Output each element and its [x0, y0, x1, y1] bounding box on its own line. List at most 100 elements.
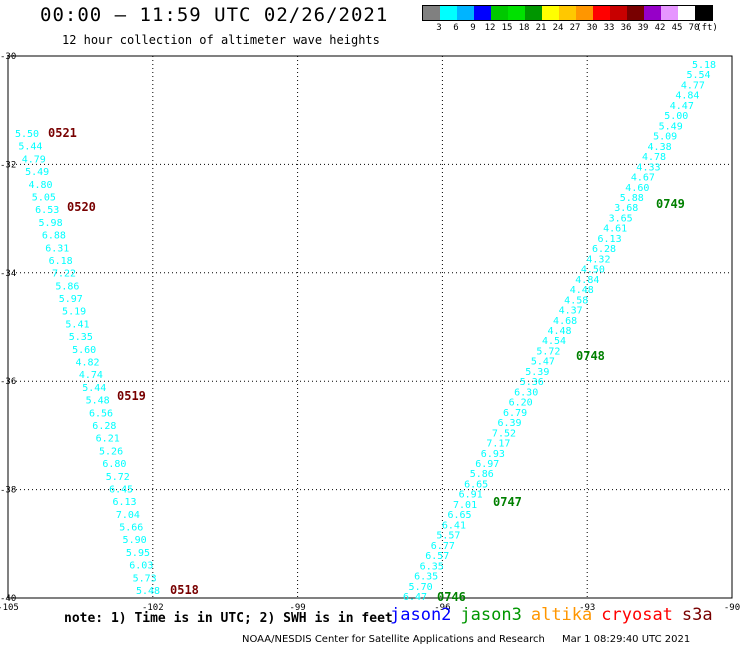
swh-value: 5.86 — [55, 281, 79, 292]
swh-value: 5.26 — [99, 446, 123, 457]
legend-swatch — [559, 6, 576, 20]
swh-value: 6.65 — [464, 479, 488, 490]
swh-value: 6.41 — [442, 520, 466, 531]
pass-time-label: 0520 — [67, 200, 96, 214]
lat-tick-label: -36 — [0, 377, 16, 387]
swh-value: 5.54 — [686, 70, 710, 81]
swh-value: 6.65 — [447, 510, 471, 521]
swh-value: 4.78 — [642, 152, 666, 163]
swh-value: 5.09 — [653, 132, 677, 143]
legend-label: 45 — [671, 23, 683, 33]
legend-swatch — [695, 6, 712, 20]
legend-swatch — [457, 6, 474, 20]
satellite-jason3: jason3 — [460, 605, 522, 625]
swh-value: 5.50 — [15, 129, 39, 140]
legend-label: 12 — [484, 23, 496, 33]
satellite-s3a: s3a — [681, 605, 713, 625]
swh-value: 4.68 — [553, 316, 577, 327]
swh-value: 5.72 — [106, 472, 130, 483]
legend-swatch — [627, 6, 644, 20]
satellite-jason2: jason2 — [390, 605, 452, 625]
swh-value: 5.86 — [470, 469, 494, 480]
legend-label: 9 — [470, 23, 476, 33]
pass-time-label: 0521 — [48, 126, 77, 140]
legend-swatches — [422, 5, 713, 21]
swh-value: 4.80 — [28, 180, 52, 191]
pass-time-label: 0748 — [576, 349, 605, 363]
lon-tick-label: -90 — [724, 603, 740, 613]
swh-value: 6.79 — [503, 408, 527, 419]
swh-value: 6.03 — [129, 561, 153, 572]
legend-swatch — [644, 6, 661, 20]
legend-label: 21 — [535, 23, 547, 33]
swh-value: 4.82 — [76, 358, 100, 369]
legend-label: 30 — [586, 23, 598, 33]
swh-value: 5.05 — [32, 192, 56, 203]
swh-value: 6.20 — [509, 398, 533, 409]
swh-value: 4.60 — [625, 183, 649, 194]
swh-value: 6.35 — [420, 561, 444, 572]
legend-swatch — [423, 6, 440, 20]
pass-time-label: 0519 — [117, 389, 146, 403]
legend-label: 6 — [453, 23, 459, 33]
legend-label: 42 — [654, 23, 666, 33]
lat-tick-label: -30 — [0, 52, 16, 62]
map-grid — [8, 56, 732, 598]
swh-value: 4.37 — [559, 306, 583, 317]
swh-value: 6.57 — [425, 551, 449, 562]
lat-tick-label: -34 — [0, 269, 16, 279]
footer-source: NOAA/NESDIS Center for Satellite Applica… — [242, 634, 545, 645]
swh-value: 5.41 — [65, 319, 89, 330]
legend-label: 39 — [637, 23, 649, 33]
lon-tick-label: -96 — [434, 603, 450, 613]
swh-value: 5.98 — [39, 218, 63, 229]
swh-value: 3.65 — [609, 213, 633, 224]
note-text: note: 1) Time is in UTC; 2) SWH is in fe… — [64, 611, 393, 626]
lon-tick-label: -93 — [579, 603, 595, 613]
swh-value: 6.47 — [403, 592, 427, 603]
swh-value: 6.45 — [109, 484, 133, 495]
swh-value: 4.61 — [603, 224, 627, 235]
legend-swatch — [542, 6, 559, 20]
swh-value: 5.90 — [123, 535, 147, 546]
swh-value: 4.84 — [675, 91, 699, 102]
swh-value: 4.58 — [564, 295, 588, 306]
legend-label: 18 — [518, 23, 530, 33]
swh-value: 6.80 — [102, 459, 126, 470]
swh-value: 5.36 — [520, 377, 544, 388]
legend-swatch — [661, 6, 678, 20]
footer-timestamp: Mar 1 08:29:40 UTC 2021 — [562, 634, 691, 645]
swh-value: 6.93 — [481, 449, 505, 460]
swh-value: 6.13 — [598, 234, 622, 245]
legend-swatch — [508, 6, 525, 20]
page-subtitle: 12 hour collection of altimeter wave hei… — [62, 33, 380, 47]
lon-tick-label: -105 — [0, 603, 19, 613]
swh-value: 6.18 — [49, 256, 73, 267]
swh-value: 5.60 — [72, 345, 96, 356]
west-track: 5.505.444.795.494.805.056.535.986.886.31… — [15, 126, 199, 597]
swh-value: 6.77 — [431, 541, 455, 552]
swh-value: 5.70 — [409, 582, 433, 593]
swh-value: 4.38 — [648, 142, 672, 153]
swh-value: 5.88 — [620, 193, 644, 204]
lon-tick-label: -99 — [289, 603, 305, 613]
swh-value: 4.32 — [586, 254, 610, 265]
swh-value: 7.01 — [453, 500, 477, 511]
swh-value: 4.54 — [542, 336, 566, 347]
satellite-cryosat: cryosat — [601, 605, 673, 625]
swh-value: 5.44 — [18, 142, 42, 153]
swh-value: 4.79 — [22, 154, 46, 165]
swh-value: 4.33 — [636, 162, 660, 173]
pass-time-label: 0518 — [170, 583, 199, 597]
lat-tick-label: -32 — [0, 160, 16, 170]
legend-label: 15 — [501, 23, 513, 33]
swh-value: 5.72 — [536, 346, 560, 357]
swh-value: 4.48 — [548, 326, 572, 337]
page-title: 00:00 – 11:59 UTC 02/26/2021 — [40, 4, 389, 26]
swh-value: 5.66 — [119, 523, 143, 534]
pass-time-label: 0747 — [493, 495, 522, 509]
swh-value: 5.73 — [133, 573, 157, 584]
swh-value: 5.49 — [659, 121, 683, 132]
legend-label: 36 — [620, 23, 632, 33]
swh-value: 5.48 — [86, 396, 110, 407]
